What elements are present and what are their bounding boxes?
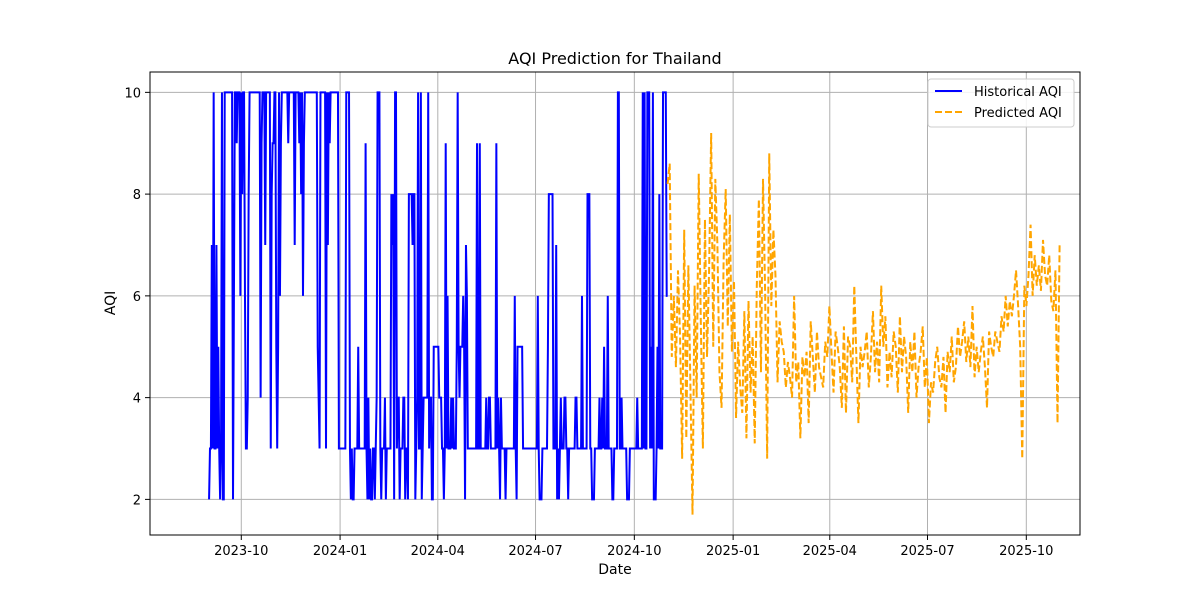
y-tick-label: 2 [133, 493, 141, 508]
y-tick-label: 10 [124, 86, 141, 101]
plot-frame [149, 71, 1081, 536]
y-axis-ticks: 2 4 6 8 10 [124, 86, 150, 508]
y-tick-label: 6 [133, 290, 141, 305]
historical-aqi-line [208, 91, 668, 501]
y-axis-label: AQI [103, 291, 119, 315]
x-axis-label: Date [598, 562, 631, 578]
x-tick-label: 2025-04 [803, 544, 857, 559]
y-tick-label: 4 [133, 392, 141, 407]
x-tick-label: 2025-07 [900, 544, 954, 559]
x-tick-label: 2025-10 [999, 544, 1053, 559]
x-tick-label: 2024-07 [508, 544, 562, 559]
historical-aqi-series [208, 91, 668, 501]
x-tick-label: 2024-04 [411, 544, 465, 559]
grid-lines [150, 72, 1080, 535]
predicted-aqi-line [666, 133, 1061, 515]
y-tick-label: 8 [133, 188, 141, 203]
x-tick-label: 2023-10 [214, 544, 268, 559]
chart-title: AQI Prediction for Thailand [508, 49, 721, 68]
legend-historical-label: Historical AQI [974, 85, 1062, 100]
x-tick-label: 2025-01 [706, 544, 760, 559]
x-axis-ticks: 2023-10 2024-01 2024-04 2024-07 2024-10 2025-… [214, 535, 1053, 559]
x-tick-label: 2024-10 [607, 544, 661, 559]
predicted-aqi-series [666, 133, 1061, 515]
legend: Historical AQI Predicted AQI [927, 78, 1075, 128]
legend-predicted-label: Predicted AQI [974, 106, 1062, 121]
x-tick-label: 2024-01 [313, 544, 367, 559]
legend-box [927, 78, 1075, 128]
